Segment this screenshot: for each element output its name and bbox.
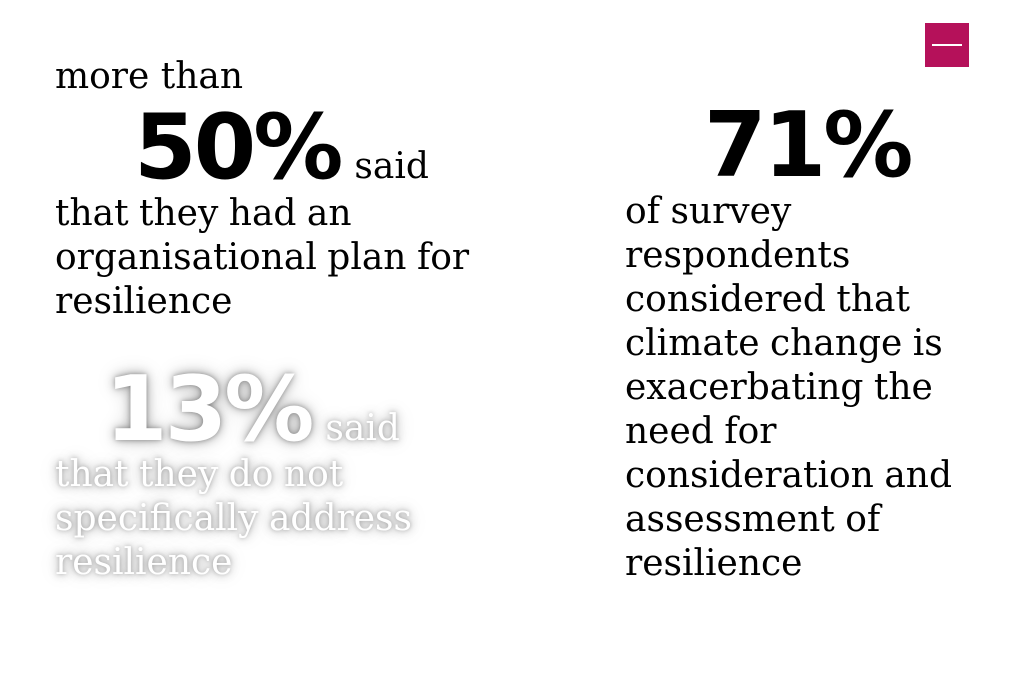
stat-50-headline: 50% said (134, 100, 429, 226)
stat-71-description: of survey respondents considered that cl… (625, 191, 953, 584)
menu-button[interactable] (925, 23, 969, 67)
stat-13-description: that they do not specifically address re… (55, 454, 412, 583)
stat-13-headline: 13% said (105, 362, 400, 488)
stat-50-description: that they had an organisational plan for… (55, 193, 470, 322)
stat-50-said: said (354, 146, 429, 187)
stat-50-intro: more than (55, 56, 244, 97)
stat-13-number: 13% (105, 357, 314, 462)
hamburger-menu-icon (932, 44, 962, 46)
stat-50-number: 50% (134, 95, 343, 200)
stat-71-number: 71% (704, 93, 913, 198)
stat-71-headline: 71% (704, 93, 913, 224)
stat-13-said: said (325, 408, 400, 449)
